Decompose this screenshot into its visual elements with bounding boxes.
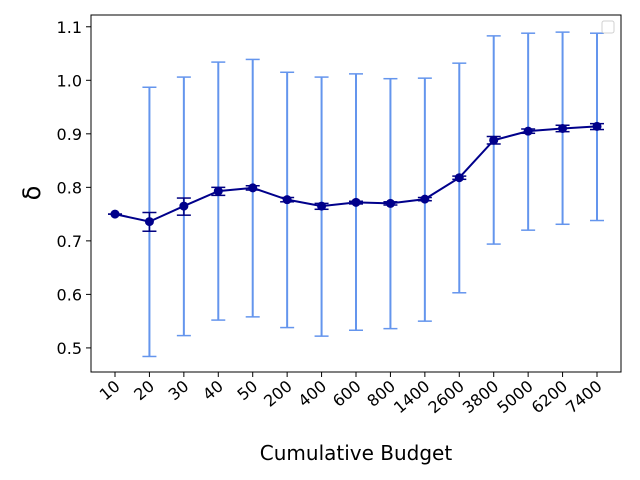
data-point (592, 121, 602, 131)
y-tick-label: 0.6 (57, 285, 82, 304)
x-tick-label: 20 (130, 377, 158, 405)
data-point (558, 123, 568, 133)
data-point (282, 195, 292, 205)
x-axis-label: Cumulative Budget (260, 441, 453, 465)
data-point (110, 209, 120, 219)
data-point (523, 126, 533, 136)
data-point (454, 173, 464, 183)
x-tick-label: 1400 (390, 377, 433, 418)
x-tick-label: 50 (233, 377, 261, 405)
x-tick-label: 400 (295, 377, 331, 411)
x-tick-label: 7400 (562, 377, 605, 418)
y-axis: 0.5 0.6 0.7 0.8 0.9 1.0 1.1 (57, 18, 91, 358)
x-tick-label: 600 (329, 377, 365, 411)
x-axis: 10 20 30 40 50200400600800140026003800500062… (96, 372, 606, 417)
data-point (317, 201, 327, 211)
data-point (179, 201, 189, 211)
y-tick-label: 1.1 (57, 18, 82, 37)
x-tick-label: 6200 (528, 377, 571, 418)
x-tick-label: 30 (165, 377, 193, 405)
y-tick-label: 0.8 (57, 178, 82, 197)
y-tick-label: 0.7 (57, 232, 82, 251)
data-point (420, 194, 430, 204)
x-tick-label: 2600 (424, 377, 467, 418)
data-point (213, 186, 223, 196)
x-tick-label: 200 (260, 377, 296, 411)
x-tick-label: 5000 (493, 377, 536, 418)
y-tick-label: 0.5 (57, 339, 82, 358)
y-axis-label: δ (18, 186, 46, 201)
data-point (385, 198, 395, 208)
data-points (110, 121, 602, 227)
y-tick-label: 1.0 (57, 71, 82, 90)
data-point (351, 197, 361, 207)
x-tick-label: 3800 (459, 377, 502, 418)
data-point (248, 183, 258, 193)
data-point (144, 217, 154, 227)
y-tick-label: 0.9 (57, 125, 82, 144)
x-tick-label: 10 (96, 377, 124, 405)
legend-box[interactable] (601, 20, 615, 34)
x-tick-label: 40 (199, 377, 227, 405)
data-point (489, 135, 499, 145)
